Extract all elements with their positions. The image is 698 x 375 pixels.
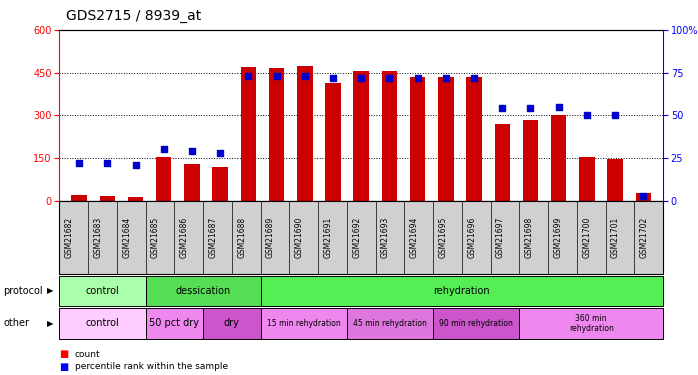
Point [497, 105, 508, 111]
Text: GSM21700: GSM21700 [582, 216, 591, 258]
Text: GSM21702: GSM21702 [640, 216, 648, 258]
Text: GSM21688: GSM21688 [237, 217, 246, 258]
Text: GSM21691: GSM21691 [323, 216, 332, 258]
Point [327, 75, 339, 81]
Bar [466, 77, 482, 201]
Point [638, 192, 649, 198]
Text: GSM21699: GSM21699 [554, 216, 563, 258]
Text: ■: ■ [59, 362, 68, 372]
Text: percentile rank within the sample: percentile rank within the sample [75, 362, 228, 371]
Bar [636, 193, 651, 201]
Point [243, 73, 254, 79]
Text: 90 min rehydration: 90 min rehydration [439, 319, 513, 328]
Bar [382, 71, 397, 201]
Point [102, 160, 113, 166]
Point [271, 73, 282, 79]
Text: GSM21683: GSM21683 [94, 216, 103, 258]
Bar [325, 82, 341, 201]
Point [440, 75, 452, 81]
Bar [551, 116, 567, 201]
Text: control: control [86, 286, 119, 296]
Text: ▶: ▶ [47, 286, 54, 296]
Point [581, 112, 593, 118]
Text: GSM21692: GSM21692 [352, 216, 362, 258]
Bar [241, 67, 256, 201]
Text: GSM21684: GSM21684 [122, 216, 131, 258]
Text: protocol: protocol [3, 286, 43, 296]
Text: GSM21698: GSM21698 [525, 216, 534, 258]
Bar [184, 164, 200, 201]
Text: GSM21685: GSM21685 [151, 216, 160, 258]
Text: 360 min
rehydration: 360 min rehydration [569, 314, 614, 333]
Text: ▶: ▶ [47, 319, 54, 328]
Point [384, 75, 395, 81]
Bar [297, 66, 313, 201]
Point [412, 75, 423, 81]
Point [609, 112, 621, 118]
Point [553, 104, 564, 110]
Bar [71, 195, 87, 201]
Bar [156, 156, 172, 201]
Bar [269, 68, 284, 201]
Bar [128, 196, 143, 201]
Bar [100, 195, 115, 201]
Text: 15 min rehydration: 15 min rehydration [267, 319, 341, 328]
Text: rehydration: rehydration [433, 286, 490, 296]
Text: GSM21697: GSM21697 [496, 216, 505, 258]
Text: other: other [3, 318, 29, 328]
Bar [494, 124, 510, 201]
Point [73, 160, 84, 166]
Text: GSM21690: GSM21690 [295, 216, 304, 258]
Text: GSM21695: GSM21695 [438, 216, 447, 258]
Text: GSM21701: GSM21701 [611, 216, 620, 258]
Text: dry: dry [224, 318, 240, 328]
Text: dessication: dessication [175, 286, 231, 296]
Point [356, 75, 367, 81]
Bar [438, 77, 454, 201]
Text: control: control [86, 318, 119, 328]
Point [299, 73, 311, 79]
Text: GSM21689: GSM21689 [266, 216, 275, 258]
Text: 45 min rehydration: 45 min rehydration [353, 319, 427, 328]
Text: GDS2715 / 8939_at: GDS2715 / 8939_at [66, 9, 202, 23]
Point [214, 150, 225, 156]
Point [468, 75, 480, 81]
Bar [212, 166, 228, 201]
Text: GSM21687: GSM21687 [209, 216, 218, 258]
Point [158, 146, 170, 152]
Point [525, 105, 536, 111]
Text: ■: ■ [59, 350, 68, 359]
Bar [523, 120, 538, 201]
Bar [353, 71, 369, 201]
Text: GSM21682: GSM21682 [65, 217, 74, 258]
Bar [607, 159, 623, 201]
Text: count: count [75, 350, 101, 359]
Text: GSM21696: GSM21696 [467, 216, 476, 258]
Text: GSM21694: GSM21694 [410, 216, 419, 258]
Text: GSM21693: GSM21693 [381, 216, 390, 258]
Bar [410, 77, 425, 201]
Point [130, 162, 141, 168]
Bar [579, 156, 595, 201]
Text: GSM21686: GSM21686 [179, 216, 188, 258]
Point [186, 148, 198, 154]
Text: 50 pct dry: 50 pct dry [149, 318, 200, 328]
